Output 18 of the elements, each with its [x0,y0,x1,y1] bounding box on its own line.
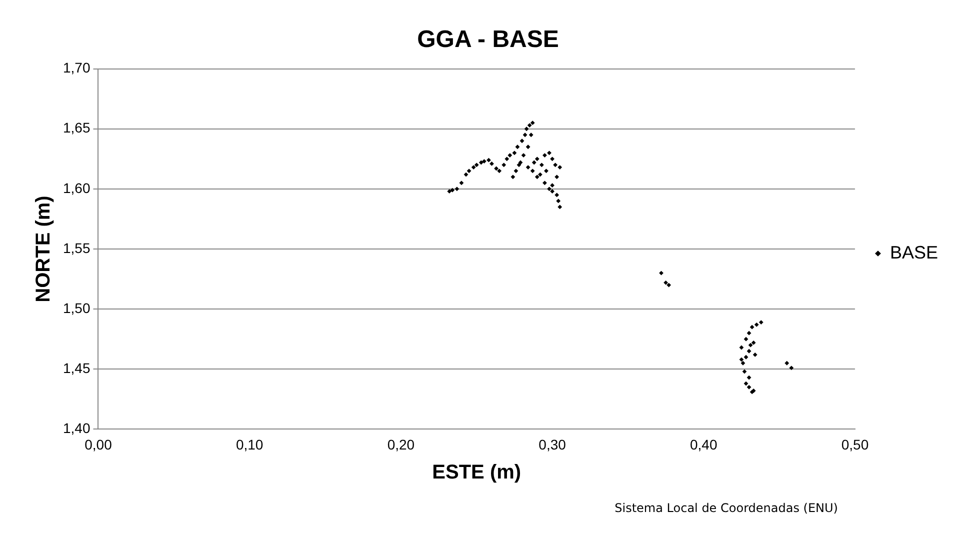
x-tick-label: 0,30 [538,436,566,452]
x-tick-label: 0,10 [236,436,264,452]
x-tick-label: 0,50 [841,436,869,452]
y-tick-label: 1,60 [63,180,90,196]
y-tick-label: 1,40 [63,420,90,436]
legend-label: BASE [890,242,938,262]
chart-title: GGA - BASE [417,26,559,54]
x-tick-label: 0,00 [84,436,112,452]
text: Sistema Local de Coordenadas (ENU) [614,501,838,516]
y-tick-label: 1,65 [63,120,90,136]
x-tick-label: 0,20 [387,436,415,452]
x-axis-title: ESTE (m) [432,462,522,484]
y-tick-label: 1,45 [63,360,90,376]
y-tick-label: 1,55 [63,240,90,256]
y-tick-label: 1,70 [63,60,90,76]
y-tick-label: 1,50 [63,300,90,316]
y-axis-title: NORTE (m) [32,196,55,302]
x-tick-label: 0,40 [690,436,718,452]
